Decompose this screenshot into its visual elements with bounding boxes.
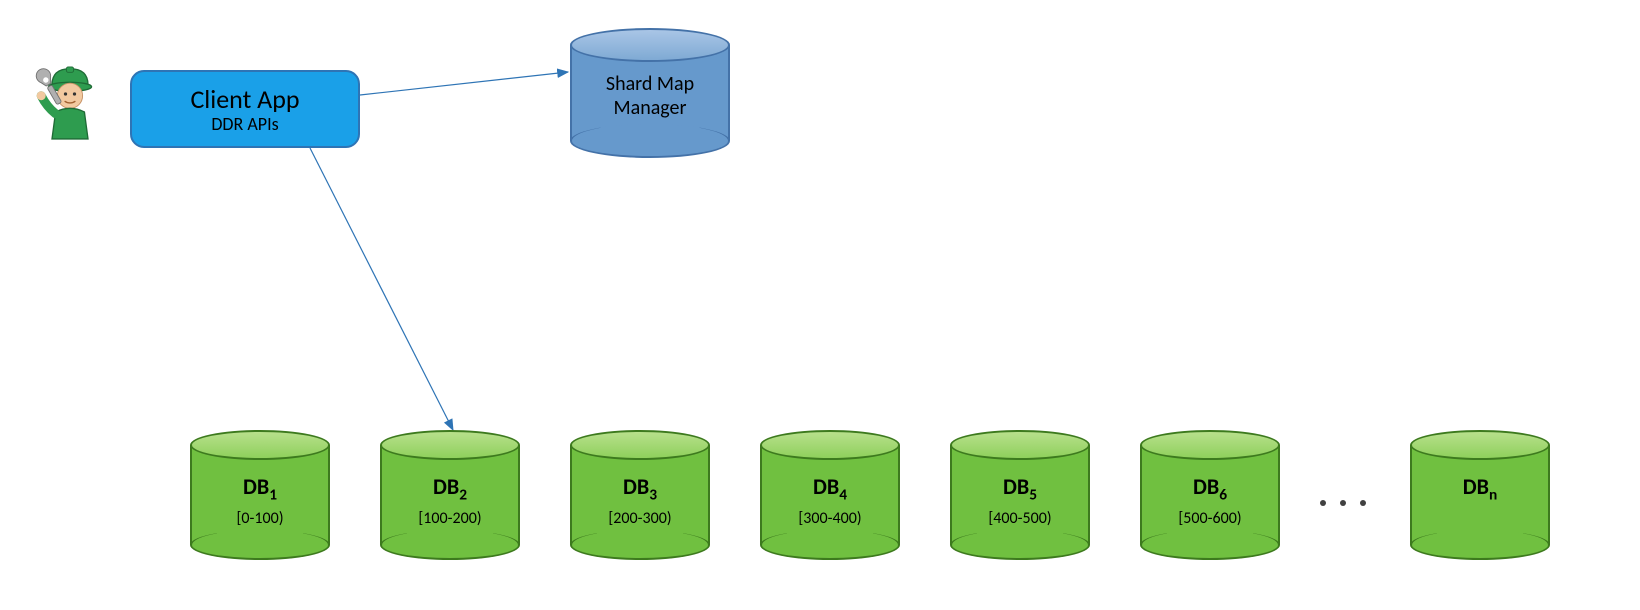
db-name: DB1 bbox=[190, 474, 330, 505]
db-cylinder: DB5 [400-500) bbox=[950, 430, 1090, 560]
db-name: DB2 bbox=[380, 474, 520, 505]
shard-map-manager-label: Shard Map Manager bbox=[570, 72, 730, 120]
client-app-box: Client App DDR APIs bbox=[130, 70, 360, 148]
db-cylinder: DB4 [300-400) bbox=[760, 430, 900, 560]
db-range: [300-400) bbox=[760, 509, 900, 528]
db-cylinder: DBn bbox=[1410, 430, 1550, 560]
db-label: DB2 [100-200) bbox=[380, 474, 520, 528]
db-range: [100-200) bbox=[380, 509, 520, 528]
diagram-canvas: { "canvas": { "w": 1640, "h": 610, "bg":… bbox=[0, 0, 1640, 610]
db-name: DBn bbox=[1410, 474, 1550, 505]
client-app-title: Client App bbox=[190, 83, 299, 115]
db-name: DB4 bbox=[760, 474, 900, 505]
db-cylinder: DB1 [0-100) bbox=[190, 430, 330, 560]
ellipsis-dots bbox=[1320, 500, 1366, 506]
db-range: [400-500) bbox=[950, 509, 1090, 528]
db-label: DB3 [200-300) bbox=[570, 474, 710, 528]
arrow-to-db bbox=[310, 148, 453, 430]
db-label: DB6 [500-600) bbox=[1140, 474, 1280, 528]
db-label: DB5 [400-500) bbox=[950, 474, 1090, 528]
db-range: [0-100) bbox=[190, 509, 330, 528]
client-app-subtitle: DDR APIs bbox=[211, 113, 278, 135]
db-label: DB4 [300-400) bbox=[760, 474, 900, 528]
db-name: DB3 bbox=[570, 474, 710, 505]
db-label: DB1 [0-100) bbox=[190, 474, 330, 528]
db-cylinder: DB6 [500-600) bbox=[1140, 430, 1280, 560]
arrow-to-smm bbox=[360, 72, 568, 95]
db-name: DB5 bbox=[950, 474, 1090, 505]
db-cylinder: DB2 [100-200) bbox=[380, 430, 520, 560]
worker-icon bbox=[34, 60, 106, 146]
db-range: [200-300) bbox=[570, 509, 710, 528]
db-label: DBn bbox=[1410, 474, 1550, 505]
db-range: [500-600) bbox=[1140, 509, 1280, 528]
shard-map-manager-cylinder: Shard Map Manager bbox=[570, 28, 730, 158]
db-name: DB6 bbox=[1140, 474, 1280, 505]
db-cylinder: DB3 [200-300) bbox=[570, 430, 710, 560]
